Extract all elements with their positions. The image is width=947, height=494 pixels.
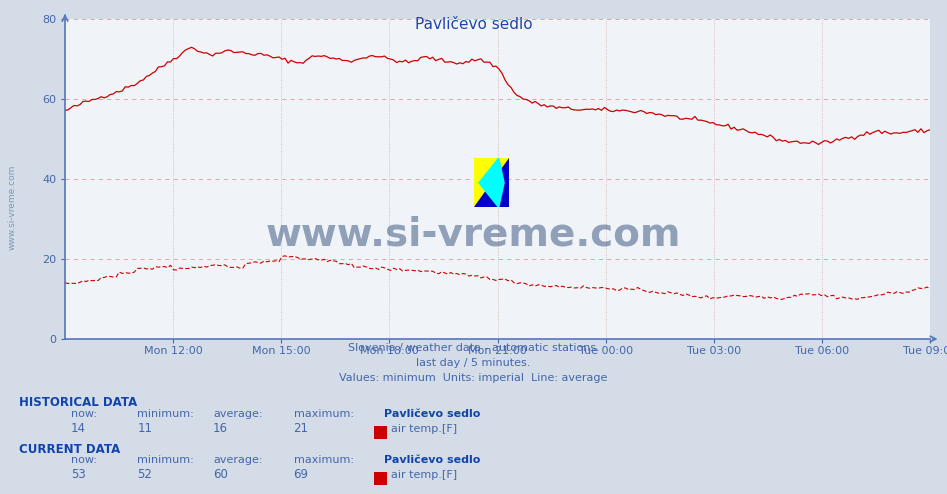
Text: 60: 60 bbox=[213, 468, 228, 481]
Text: HISTORICAL DATA: HISTORICAL DATA bbox=[19, 396, 137, 409]
Text: Pavličevo sedlo: Pavličevo sedlo bbox=[384, 455, 480, 465]
Text: Slovenia / weather data - automatic stations.: Slovenia / weather data - automatic stat… bbox=[348, 343, 599, 353]
Text: minimum:: minimum: bbox=[137, 455, 194, 465]
Text: www.si-vreme.com: www.si-vreme.com bbox=[266, 216, 681, 253]
Text: 69: 69 bbox=[294, 468, 309, 481]
Text: 53: 53 bbox=[71, 468, 86, 481]
Text: www.si-vreme.com: www.si-vreme.com bbox=[8, 165, 17, 250]
Text: air temp.[F]: air temp.[F] bbox=[391, 470, 457, 480]
Text: average:: average: bbox=[213, 455, 262, 465]
Text: CURRENT DATA: CURRENT DATA bbox=[19, 443, 120, 456]
Text: Values: minimum  Units: imperial  Line: average: Values: minimum Units: imperial Line: av… bbox=[339, 373, 608, 383]
Polygon shape bbox=[479, 158, 504, 207]
Text: 52: 52 bbox=[137, 468, 152, 481]
Text: last day / 5 minutes.: last day / 5 minutes. bbox=[417, 358, 530, 368]
Text: 21: 21 bbox=[294, 422, 309, 435]
Text: minimum:: minimum: bbox=[137, 410, 194, 419]
Text: 11: 11 bbox=[137, 422, 152, 435]
Text: 16: 16 bbox=[213, 422, 228, 435]
Text: air temp.[F]: air temp.[F] bbox=[391, 424, 457, 434]
Text: maximum:: maximum: bbox=[294, 455, 353, 465]
Polygon shape bbox=[474, 158, 509, 207]
Text: now:: now: bbox=[71, 410, 97, 419]
Text: Pavličevo sedlo: Pavličevo sedlo bbox=[415, 17, 532, 32]
Text: maximum:: maximum: bbox=[294, 410, 353, 419]
Text: 14: 14 bbox=[71, 422, 86, 435]
Text: now:: now: bbox=[71, 455, 97, 465]
Text: Pavličevo sedlo: Pavličevo sedlo bbox=[384, 410, 480, 419]
Text: average:: average: bbox=[213, 410, 262, 419]
Polygon shape bbox=[474, 158, 509, 207]
